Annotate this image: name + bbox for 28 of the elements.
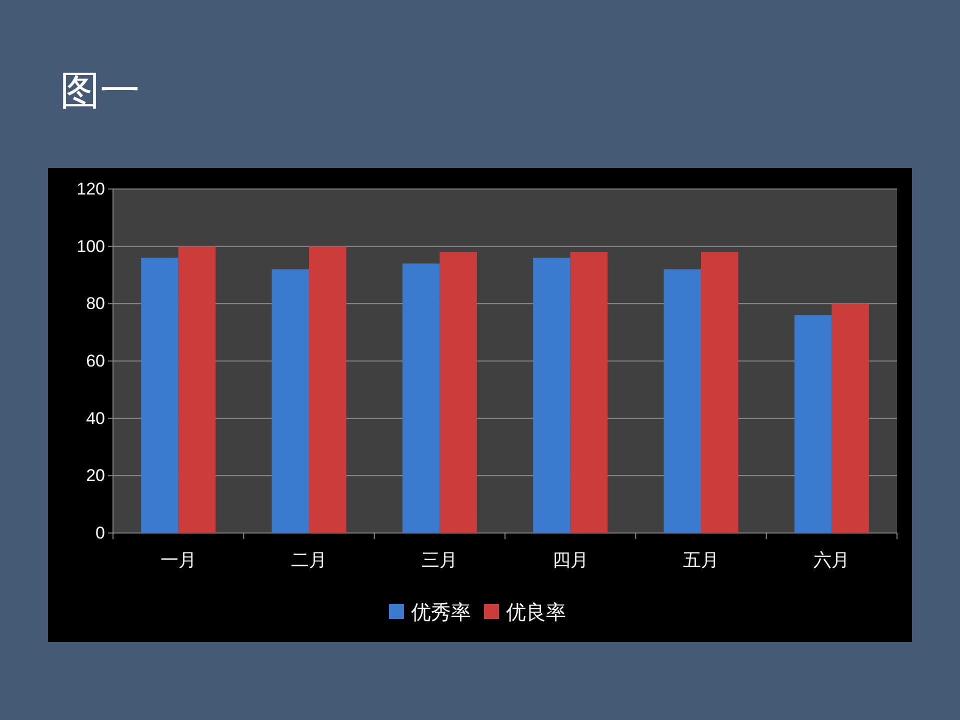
bar [570, 252, 608, 533]
x-tick-label: 一月 [160, 550, 196, 570]
bar [402, 264, 440, 533]
bar [141, 258, 178, 533]
legend-label: 优秀率 [411, 600, 471, 624]
bar [533, 258, 570, 533]
x-tick-label: 五月 [683, 550, 719, 570]
bar [272, 269, 309, 533]
y-tick-label: 0 [96, 523, 105, 542]
x-tick-label: 三月 [422, 550, 458, 570]
x-tick-label: 二月 [291, 550, 327, 570]
y-tick-label: 60 [86, 351, 105, 370]
bar [794, 315, 832, 533]
bar [664, 269, 701, 533]
bar [701, 252, 738, 533]
chart-title: 图一 [60, 68, 140, 114]
legend-label: 优良率 [506, 600, 566, 624]
x-tick-label: 四月 [552, 550, 588, 570]
bar [178, 246, 216, 533]
bar [440, 252, 477, 533]
y-tick-label: 100 [76, 236, 105, 256]
y-tick-label: 120 [76, 179, 105, 198]
bar [309, 246, 346, 533]
y-tick-label: 20 [86, 466, 105, 486]
y-tick-label: 80 [86, 294, 105, 314]
y-tick-label: 40 [86, 408, 105, 428]
x-tick-label: 六月 [814, 550, 850, 570]
bar [832, 304, 869, 533]
